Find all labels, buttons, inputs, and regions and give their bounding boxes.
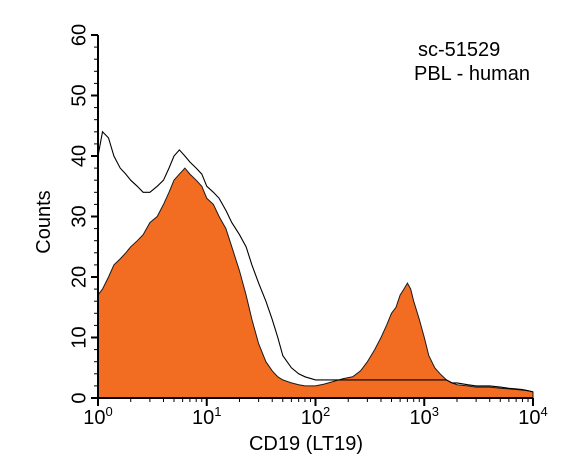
x-tick-label: 102 (301, 404, 330, 429)
y-axis-title: Counts (33, 190, 55, 253)
x-tick-label: 104 (518, 404, 547, 429)
x-tick-label: 101 (192, 404, 221, 429)
annotation-line-1: sc-51529 (418, 39, 500, 61)
y-axis-ticks: 0 10 20 30 40 50 60 (68, 24, 98, 404)
y-tick-label: 50 (68, 84, 90, 106)
x-axis-ticks: 100 101 102 103 104 (83, 398, 548, 429)
series-0-filled-area (97, 167, 534, 399)
x-tick-label: 100 (83, 404, 112, 429)
y-tick-label: 20 (68, 266, 90, 288)
annotation-line-2: PBL - human (414, 63, 530, 85)
y-tick-label: 30 (68, 205, 90, 227)
x-axis-title: CD19 (LT19) (249, 433, 363, 455)
y-tick-label: 0 (68, 392, 90, 403)
series-1-outline (97, 130, 534, 393)
x-tick-label: 103 (410, 404, 439, 429)
y-tick-label: 60 (68, 24, 90, 46)
y-tick-label: 10 (68, 326, 90, 348)
y-tick-label: 40 (68, 145, 90, 167)
plot-area (97, 130, 534, 399)
